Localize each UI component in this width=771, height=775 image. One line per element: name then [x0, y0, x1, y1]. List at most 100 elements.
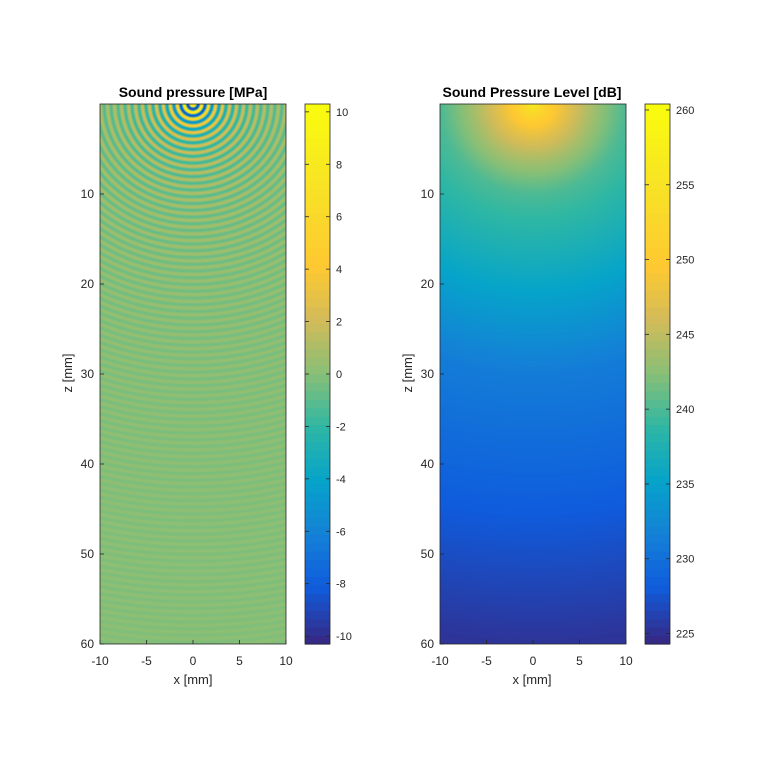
x-tick-label: 0 — [190, 654, 197, 668]
colorbar-segment — [305, 129, 330, 139]
colorbar-segment — [645, 348, 670, 358]
colorbar-tick-label: -10 — [336, 631, 352, 643]
colorbar-segment — [645, 281, 670, 291]
colorbar-segment — [645, 517, 670, 527]
colorbar-tick-label: 10 — [336, 107, 348, 119]
colorbar-tick-label: 245 — [676, 329, 694, 341]
colorbar-segment — [645, 551, 670, 561]
colorbar-segment — [645, 171, 670, 181]
heatmap-image — [440, 104, 626, 644]
colorbar-segment — [305, 340, 330, 350]
colorbar-segment — [305, 374, 330, 384]
y-axis-label: z [mm] — [400, 354, 415, 393]
colorbar-segment — [305, 525, 330, 535]
y-tick-label: 50 — [421, 547, 435, 561]
colorbar-segment — [645, 289, 670, 299]
colorbar-segment — [645, 584, 670, 594]
x-tick-label: -5 — [141, 654, 152, 668]
colorbar-segment — [645, 104, 670, 114]
colorbar-segment — [305, 483, 330, 493]
colorbar-segment — [645, 255, 670, 265]
colorbar-segment — [305, 635, 330, 645]
y-tick-label: 10 — [81, 187, 95, 201]
colorbar-segment — [305, 610, 330, 620]
y-tick-label: 20 — [421, 277, 435, 291]
colorbar-segment — [645, 610, 670, 620]
colorbar-segment — [305, 154, 330, 164]
y-tick-label: 10 — [421, 187, 435, 201]
colorbar-segment — [645, 188, 670, 198]
colorbar-segment — [645, 407, 670, 417]
colorbar-segment — [645, 483, 670, 493]
colorbar-segment — [305, 365, 330, 375]
colorbar-segment — [305, 222, 330, 232]
colorbar-segment — [645, 559, 670, 569]
colorbar-segment — [305, 593, 330, 603]
colorbar-ticks: 225 230 235 240 245 250 255 260 — [645, 105, 694, 641]
colorbar-segment — [305, 314, 330, 324]
colorbar — [644, 103, 671, 645]
colorbar-segment — [645, 509, 670, 519]
colorbar-segment — [645, 357, 670, 367]
x-axis-ticks: -10 -5 0 5 10 — [431, 640, 633, 668]
colorbar-frame — [644, 103, 671, 645]
plot-area — [439, 103, 627, 645]
colorbar-segment — [645, 627, 670, 637]
colorbar-segment — [305, 399, 330, 409]
x-tick-label: 0 — [530, 654, 537, 668]
x-tick-label: 5 — [576, 654, 583, 668]
y-tick-label: 30 — [81, 367, 95, 381]
colorbar-segment — [305, 264, 330, 274]
colorbar-segment — [645, 230, 670, 240]
colorbar-segment — [305, 272, 330, 282]
colorbar-segment — [645, 542, 670, 552]
x-tick-label: 10 — [619, 654, 633, 668]
colorbar-segment — [305, 188, 330, 198]
colorbar-tick-label: 240 — [676, 404, 694, 416]
colorbar-segment — [645, 382, 670, 392]
y-axis-label: z [mm] — [60, 354, 75, 393]
colorbar-segment — [645, 222, 670, 232]
colorbar-segment — [305, 500, 330, 510]
colorbar-segment — [645, 449, 670, 459]
colorbar-segment — [305, 424, 330, 434]
colorbar-segment — [645, 129, 670, 139]
y-tick-label: 20 — [81, 277, 95, 291]
colorbar-segment — [645, 374, 670, 384]
colorbar-segment — [305, 348, 330, 358]
colorbar-segment — [305, 517, 330, 527]
colorbar-segment — [305, 239, 330, 249]
colorbar-segment — [645, 264, 670, 274]
colorbar-segment — [305, 205, 330, 215]
colorbar-segment — [645, 154, 670, 164]
colorbar-segment — [645, 525, 670, 535]
colorbar-segment — [645, 205, 670, 215]
x-axis-label: x [mm] — [174, 672, 213, 687]
colorbar-segment — [305, 584, 330, 594]
colorbar-tick-label: 6 — [336, 212, 342, 224]
colorbar-segment — [305, 542, 330, 552]
colorbar-segment — [305, 196, 330, 206]
colorbar-tick-label: 230 — [676, 554, 694, 566]
colorbar-tick-label: -8 — [336, 579, 346, 591]
colorbar-segment — [645, 247, 670, 257]
x-tick-label: 10 — [279, 654, 293, 668]
colorbar-segment — [305, 357, 330, 367]
colorbar-tick-label: 250 — [676, 255, 694, 267]
colorbar-segment — [305, 331, 330, 341]
colorbar-segment — [305, 534, 330, 544]
colorbar-segment — [645, 137, 670, 147]
x-tick-label: -10 — [91, 654, 109, 668]
y-axis-ticks: 10 20 30 40 50 60 — [421, 187, 444, 651]
colorbar-segment — [305, 390, 330, 400]
colorbar-segment — [305, 458, 330, 468]
colorbar-segment — [305, 618, 330, 628]
colorbar-segment — [305, 449, 330, 459]
colorbar-tick-label: -2 — [336, 421, 346, 433]
y-tick-label: 40 — [81, 457, 95, 471]
colorbar-segment — [305, 323, 330, 333]
colorbar-segment — [305, 289, 330, 299]
colorbar-tick-label: 2 — [336, 317, 342, 329]
colorbar-segment — [645, 466, 670, 476]
colorbar-tick-label: 0 — [336, 369, 342, 381]
